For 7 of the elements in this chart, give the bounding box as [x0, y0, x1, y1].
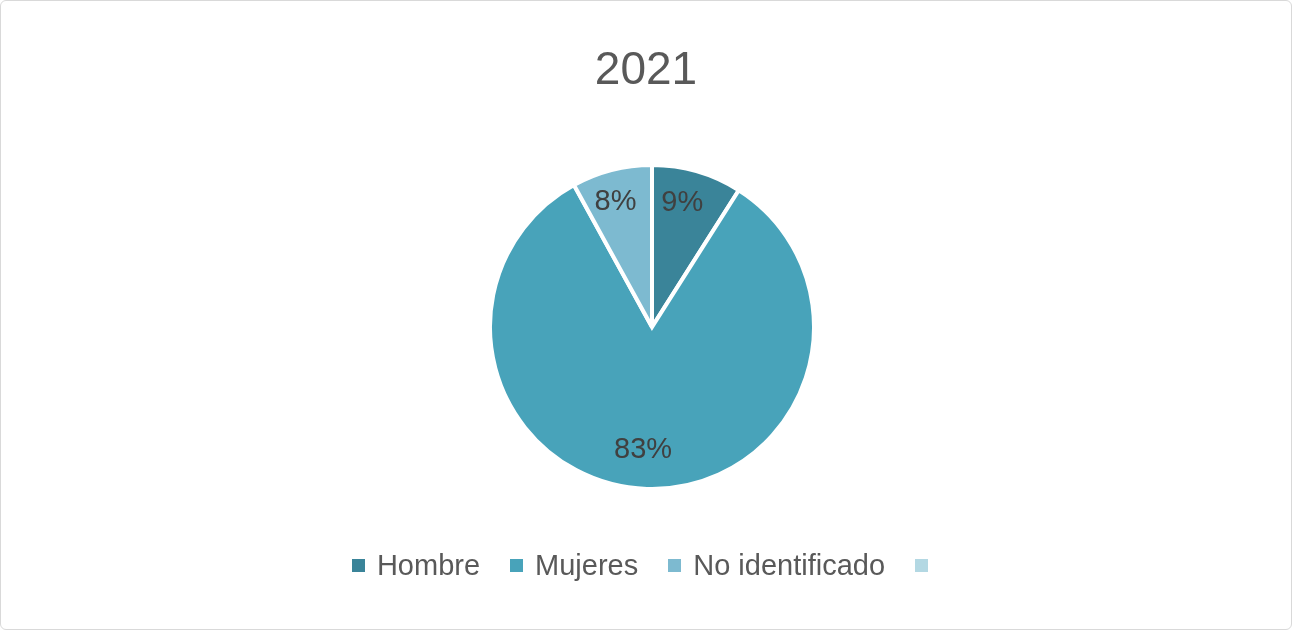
data-label: 83% — [614, 432, 673, 465]
data-label: 9% — [661, 184, 704, 217]
chart-title: 2021 — [593, 41, 699, 95]
legend-label: No identificado — [693, 549, 886, 582]
legend-label: Mujeres — [535, 549, 639, 582]
data-label: 8% — [594, 183, 637, 216]
legend-label: Hombre — [376, 549, 481, 582]
